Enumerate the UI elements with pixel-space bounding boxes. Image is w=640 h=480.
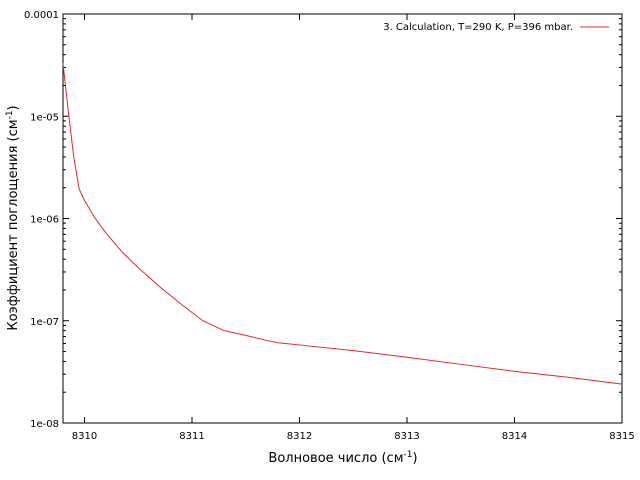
y-tick-label: 0.0001 — [24, 10, 59, 21]
legend-label: 3. Calculation, T=290 K, P=396 mbar. — [383, 22, 573, 33]
series-line — [62, 63, 623, 385]
x-tick-label: 8311 — [179, 431, 204, 442]
x-tick-label: 8314 — [502, 431, 527, 442]
x-axis-title-text: Волновое число (см — [268, 451, 403, 466]
y-axis-title-superscript: -1 — [5, 110, 15, 119]
x-tick-label: 8313 — [394, 431, 419, 442]
x-axis-title-superscript: -1 — [404, 450, 413, 460]
y-axis-title: Коэффициент поглощения (см-1) — [5, 105, 21, 330]
x-tick-label: 8315 — [609, 431, 634, 442]
series-layer — [62, 63, 623, 385]
x-tick-label: 8310 — [72, 431, 97, 442]
x-tick-label: 8312 — [287, 431, 312, 442]
y-axis-title-tail: ) — [6, 105, 21, 110]
y-tick-label: 1e-07 — [30, 317, 59, 328]
x-axis-title: Волновое число (см-1) — [268, 450, 417, 466]
legend: 3. Calculation, T=290 K, P=396 mbar. — [383, 22, 609, 33]
y-axis: 1e-08 1e-07 1e-06 1e-05 0.0001 — [24, 10, 622, 430]
y-tick-label: 1e-08 — [30, 419, 59, 430]
x-axis: 8310 8311 8312 8313 8314 8315 — [72, 14, 635, 442]
y-axis-title-text: Коэффициент поглощения (см — [6, 119, 21, 330]
x-axis-title-tail: ) — [412, 451, 417, 466]
y-tick-label: 1e-06 — [30, 215, 59, 226]
y-tick-label: 1e-05 — [30, 112, 59, 123]
